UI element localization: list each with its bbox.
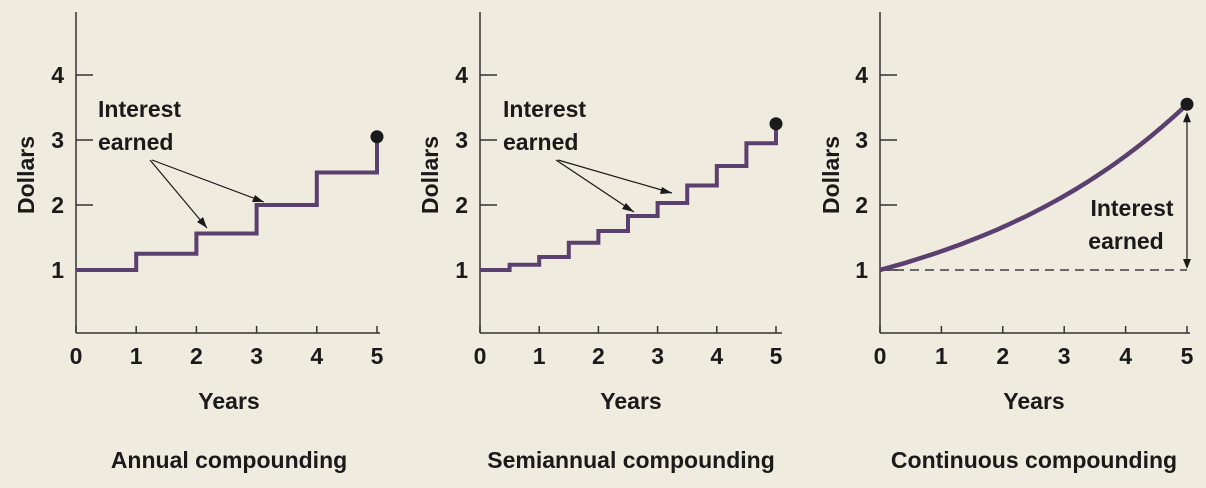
x-tick-label: 2 xyxy=(190,343,203,369)
annotation-line1: Interest xyxy=(98,96,181,122)
x-axis-title: Years xyxy=(198,388,259,414)
chart-caption: Continuous compounding xyxy=(891,447,1177,473)
x-tick-label: 0 xyxy=(874,343,887,369)
y-axis-title: Dollars xyxy=(417,136,443,214)
y-ticks: 1 2 3 4 xyxy=(455,62,497,283)
chart-caption: Annual compounding xyxy=(111,447,347,473)
y-ticks: 1 2 3 4 xyxy=(855,62,897,283)
x-axis-title: Years xyxy=(600,388,661,414)
y-tick-label: 2 xyxy=(51,192,64,218)
y-tick-label: 3 xyxy=(855,127,868,153)
annotation-arrowhead xyxy=(252,195,264,202)
x-tick-label: 3 xyxy=(651,343,664,369)
y-tick-label: 1 xyxy=(51,257,64,283)
series-line xyxy=(76,136,379,272)
y-tick-label: 4 xyxy=(455,62,468,88)
annotation-arrow xyxy=(555,159,635,213)
x-ticks: 0 1 2 3 4 5 xyxy=(874,326,1194,369)
x-ticks: 0 1 2 3 4 5 xyxy=(474,326,783,369)
y-tick-label: 4 xyxy=(855,62,868,88)
x-tick-label: 5 xyxy=(770,343,783,369)
x-tick-label: 3 xyxy=(1058,343,1071,369)
x-axis-title: Years xyxy=(1003,388,1064,414)
x-tick-label: 0 xyxy=(70,343,83,369)
x-tick-label: 1 xyxy=(935,343,948,369)
x-tick-label: 0 xyxy=(474,343,487,369)
y-tick-label: 1 xyxy=(455,257,468,283)
y-tick-label: 1 xyxy=(855,257,868,283)
series-line xyxy=(879,102,1189,273)
arrowhead-bottom xyxy=(1183,259,1191,269)
y-ticks: 1 2 3 4 xyxy=(51,62,93,283)
chart-caption: Semiannual compounding xyxy=(487,447,775,473)
panel-semiannual: 0 1 2 3 4 5 1 2 3 4 Dollars Years Semiannual com… xyxy=(417,12,783,473)
annotation-arrow xyxy=(557,159,673,194)
y-axis-title: Dollars xyxy=(818,136,844,214)
arrowhead-top xyxy=(1183,112,1191,123)
y-axis-title: Dollars xyxy=(13,136,39,214)
annotation-line2: earned xyxy=(1088,228,1163,254)
x-tick-label: 4 xyxy=(710,343,723,369)
x-tick-label: 5 xyxy=(371,343,384,369)
annotation-arrowhead xyxy=(622,203,634,212)
x-tick-label: 4 xyxy=(310,343,323,369)
annotation-line2: earned xyxy=(98,129,173,155)
x-tick-label: 3 xyxy=(250,343,263,369)
x-tick-label: 4 xyxy=(1119,343,1132,369)
y-tick-label: 4 xyxy=(51,62,64,88)
annotation-line2: earned xyxy=(503,129,578,155)
x-tick-label: 1 xyxy=(533,343,546,369)
y-tick-label: 3 xyxy=(51,127,64,153)
annotation-arrow xyxy=(149,159,208,229)
x-tick-label: 2 xyxy=(592,343,605,369)
annotation-line1: Interest xyxy=(503,96,586,122)
annotation-arrowhead xyxy=(197,217,207,228)
panel-continuous: 0 1 2 3 4 5 1 2 3 4 Dollars Years Continuous com… xyxy=(818,12,1194,473)
endpoint-dot xyxy=(1180,97,1194,111)
y-tick-label: 3 xyxy=(455,127,468,153)
annotation-arrowhead xyxy=(660,187,672,194)
x-tick-label: 5 xyxy=(1181,343,1194,369)
annotation-line1: Interest xyxy=(1090,195,1173,221)
endpoint-dot xyxy=(370,130,384,144)
endpoint-dot xyxy=(769,117,783,131)
annotation-arrow xyxy=(151,159,265,203)
y-tick-label: 2 xyxy=(455,192,468,218)
x-tick-label: 1 xyxy=(130,343,143,369)
x-tick-label: 2 xyxy=(996,343,1009,369)
x-ticks: 0 1 2 3 4 5 xyxy=(70,326,384,369)
series-line xyxy=(480,123,778,272)
panel-annual: 0 1 2 3 4 5 1 2 3 4 Dollars Years Annual compoun… xyxy=(13,12,384,473)
y-tick-label: 2 xyxy=(855,192,868,218)
